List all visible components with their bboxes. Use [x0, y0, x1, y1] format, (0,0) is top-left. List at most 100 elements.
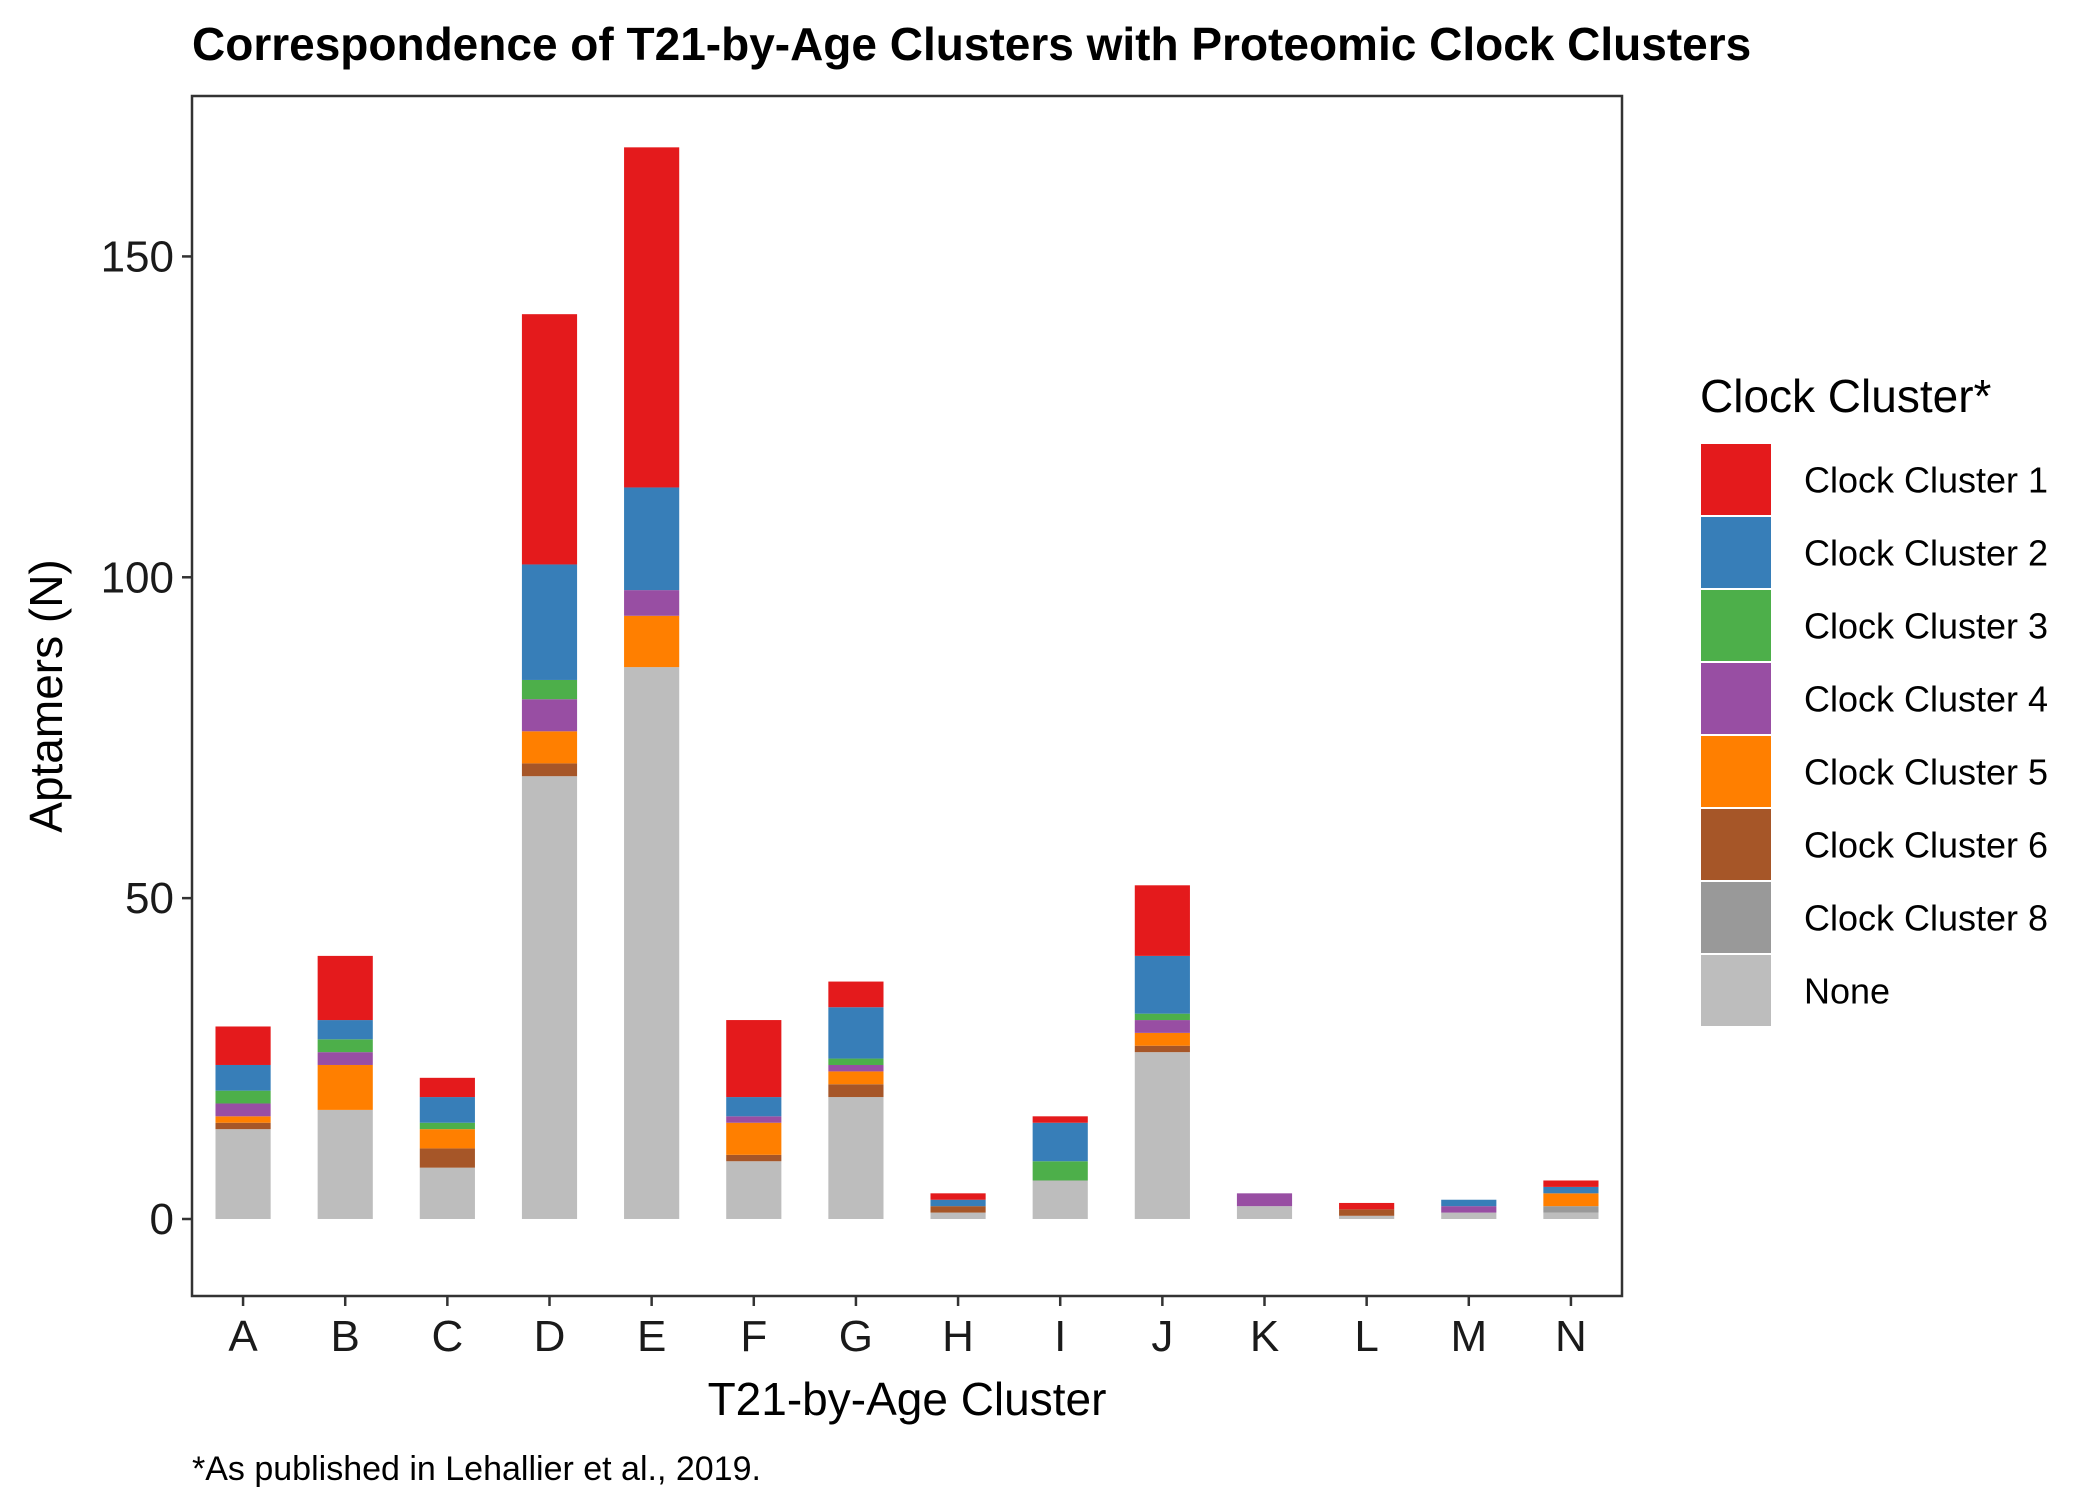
- bar-c-none: [419, 1167, 475, 1219]
- legend-label-clock-cluster-3: Clock Cluster 3: [1804, 606, 2048, 647]
- y-axis-title: Aptamers (N): [20, 559, 72, 832]
- legend-swatch-clock-cluster-2: [1699, 515, 1773, 590]
- bar-i-none: [1032, 1180, 1088, 1219]
- legend-swatch-clock-cluster-6: [1699, 807, 1773, 882]
- bar-n-clock-cluster-8: [1543, 1206, 1599, 1213]
- x-tick-label-h: H: [942, 1312, 974, 1361]
- bar-c-clock-cluster-1: [419, 1077, 475, 1098]
- bar-i-clock-cluster-1: [1032, 1116, 1088, 1123]
- legend-label-none: None: [1804, 971, 1890, 1012]
- footnote: *As published in Lehallier et al., 2019.: [192, 1450, 761, 1488]
- bar-n-none: [1543, 1212, 1599, 1219]
- chart-title: Correspondence of T21-by-Age Clusters wi…: [192, 18, 1751, 70]
- bar-b-clock-cluster-1: [317, 955, 373, 1021]
- x-tick-label-i: I: [1054, 1312, 1066, 1361]
- bar-d-clock-cluster-3: [521, 679, 578, 700]
- bar-e-clock-cluster-2: [624, 487, 680, 591]
- bar-f-clock-cluster-5: [726, 1122, 782, 1155]
- legend-title: Clock Cluster*: [1700, 370, 1992, 422]
- x-tick-label-a: A: [228, 1312, 258, 1361]
- bar-d-clock-cluster-5: [521, 731, 578, 764]
- y-tick-label: 50: [125, 874, 174, 923]
- x-tick-label-k: K: [1250, 1312, 1279, 1361]
- bar-j-none: [1134, 1052, 1190, 1219]
- bar-g-clock-cluster-2: [828, 1007, 884, 1059]
- bar-e-clock-cluster-1: [624, 147, 680, 488]
- bar-d-none: [521, 776, 578, 1219]
- bar-g-clock-cluster-3: [828, 1058, 884, 1065]
- bar-e-none: [624, 667, 680, 1219]
- legend-swatch-clock-cluster-5: [1699, 734, 1773, 809]
- bar-f-clock-cluster-1: [726, 1020, 782, 1098]
- x-tick-label-d: D: [534, 1312, 566, 1361]
- bar-e-clock-cluster-5: [624, 615, 680, 668]
- bar-g-clock-cluster-4: [828, 1064, 884, 1072]
- x-tick-label-l: L: [1354, 1312, 1378, 1361]
- bar-e-clock-cluster-4: [624, 590, 680, 616]
- legend-items: Clock Cluster 1 Clock Cluster 2 Clock Clus…: [1699, 442, 2048, 1028]
- bar-f-clock-cluster-4: [726, 1116, 782, 1123]
- bar-a-clock-cluster-6: [215, 1122, 271, 1130]
- bar-l-none: [1339, 1215, 1395, 1219]
- bar-n-clock-cluster-2: [1543, 1186, 1599, 1194]
- y-tick-label: 100: [101, 553, 174, 602]
- x-tick-label-j: J: [1151, 1312, 1173, 1361]
- bar-b-clock-cluster-5: [317, 1064, 373, 1110]
- bar-d-clock-cluster-2: [521, 564, 578, 680]
- bar-h-none: [930, 1212, 986, 1219]
- y-axis: 0 50 100 150: [101, 232, 192, 1244]
- bar-g-clock-cluster-5: [828, 1071, 884, 1085]
- bar-k-clock-cluster-4: [1236, 1193, 1293, 1207]
- plot-area: [215, 147, 1599, 1219]
- legend-label-clock-cluster-4: Clock Cluster 4: [1804, 679, 2048, 720]
- bar-c-clock-cluster-5: [419, 1129, 475, 1149]
- legend-label-clock-cluster-5: Clock Cluster 5: [1804, 752, 2048, 793]
- x-tick-label-c: C: [431, 1312, 463, 1361]
- x-tick-label-n: N: [1555, 1312, 1587, 1361]
- bar-n-clock-cluster-1: [1543, 1180, 1599, 1187]
- bar-a-clock-cluster-3: [215, 1090, 271, 1104]
- legend-swatch-clock-cluster-1: [1699, 442, 1773, 517]
- x-tick-label-g: G: [839, 1312, 873, 1361]
- bar-f-none: [726, 1161, 782, 1219]
- bar-h-clock-cluster-1: [930, 1193, 986, 1200]
- legend-label-clock-cluster-2: Clock Cluster 2: [1804, 533, 2048, 574]
- bar-g-clock-cluster-6: [828, 1084, 884, 1098]
- bar-a-clock-cluster-2: [215, 1064, 271, 1091]
- legend-swatch-clock-cluster-8: [1699, 880, 1773, 955]
- legend-label-clock-cluster-1: Clock Cluster 1: [1804, 460, 2048, 501]
- x-tick-label-b: B: [331, 1312, 360, 1361]
- legend-swatch-clock-cluster-3: [1699, 588, 1773, 663]
- bar-b-clock-cluster-3: [317, 1039, 373, 1053]
- bar-l-clock-cluster-1: [1339, 1202, 1395, 1210]
- bar-j-clock-cluster-6: [1134, 1045, 1190, 1053]
- bar-a-none: [215, 1129, 271, 1219]
- bar-i-clock-cluster-3: [1032, 1161, 1088, 1181]
- bar-a-clock-cluster-5: [215, 1116, 271, 1123]
- x-axis: A B C D E F G H I J K L M N: [228, 1296, 1587, 1361]
- bar-d-clock-cluster-4: [521, 699, 578, 732]
- x-tick-label-m: M: [1450, 1312, 1487, 1361]
- bar-j-clock-cluster-5: [1134, 1032, 1190, 1046]
- bar-l-clock-cluster-6: [1339, 1209, 1395, 1216]
- legend-swatch-none: [1699, 953, 1773, 1028]
- x-axis-title: T21-by-Age Cluster: [708, 1373, 1107, 1425]
- x-tick-label-e: E: [637, 1312, 666, 1361]
- bar-m-clock-cluster-2: [1441, 1199, 1497, 1207]
- legend-label-clock-cluster-8: Clock Cluster 8: [1804, 898, 2048, 939]
- bar-j-clock-cluster-2: [1134, 955, 1190, 1014]
- y-tick-label: 150: [101, 232, 174, 281]
- plot-border: [190, 94, 1624, 1298]
- legend-label-clock-cluster-6: Clock Cluster 6: [1804, 825, 2048, 866]
- y-tick-label: 0: [150, 1195, 174, 1244]
- bar-f-clock-cluster-6: [726, 1154, 782, 1162]
- bar-b-clock-cluster-4: [317, 1052, 373, 1065]
- bar-c-clock-cluster-2: [419, 1097, 475, 1123]
- legend-swatch-clock-cluster-4: [1699, 661, 1773, 736]
- bar-g-clock-cluster-1: [828, 981, 884, 1008]
- bar-a-clock-cluster-1: [215, 1026, 271, 1065]
- bar-a-clock-cluster-4: [215, 1103, 271, 1117]
- bar-b-none: [317, 1109, 373, 1219]
